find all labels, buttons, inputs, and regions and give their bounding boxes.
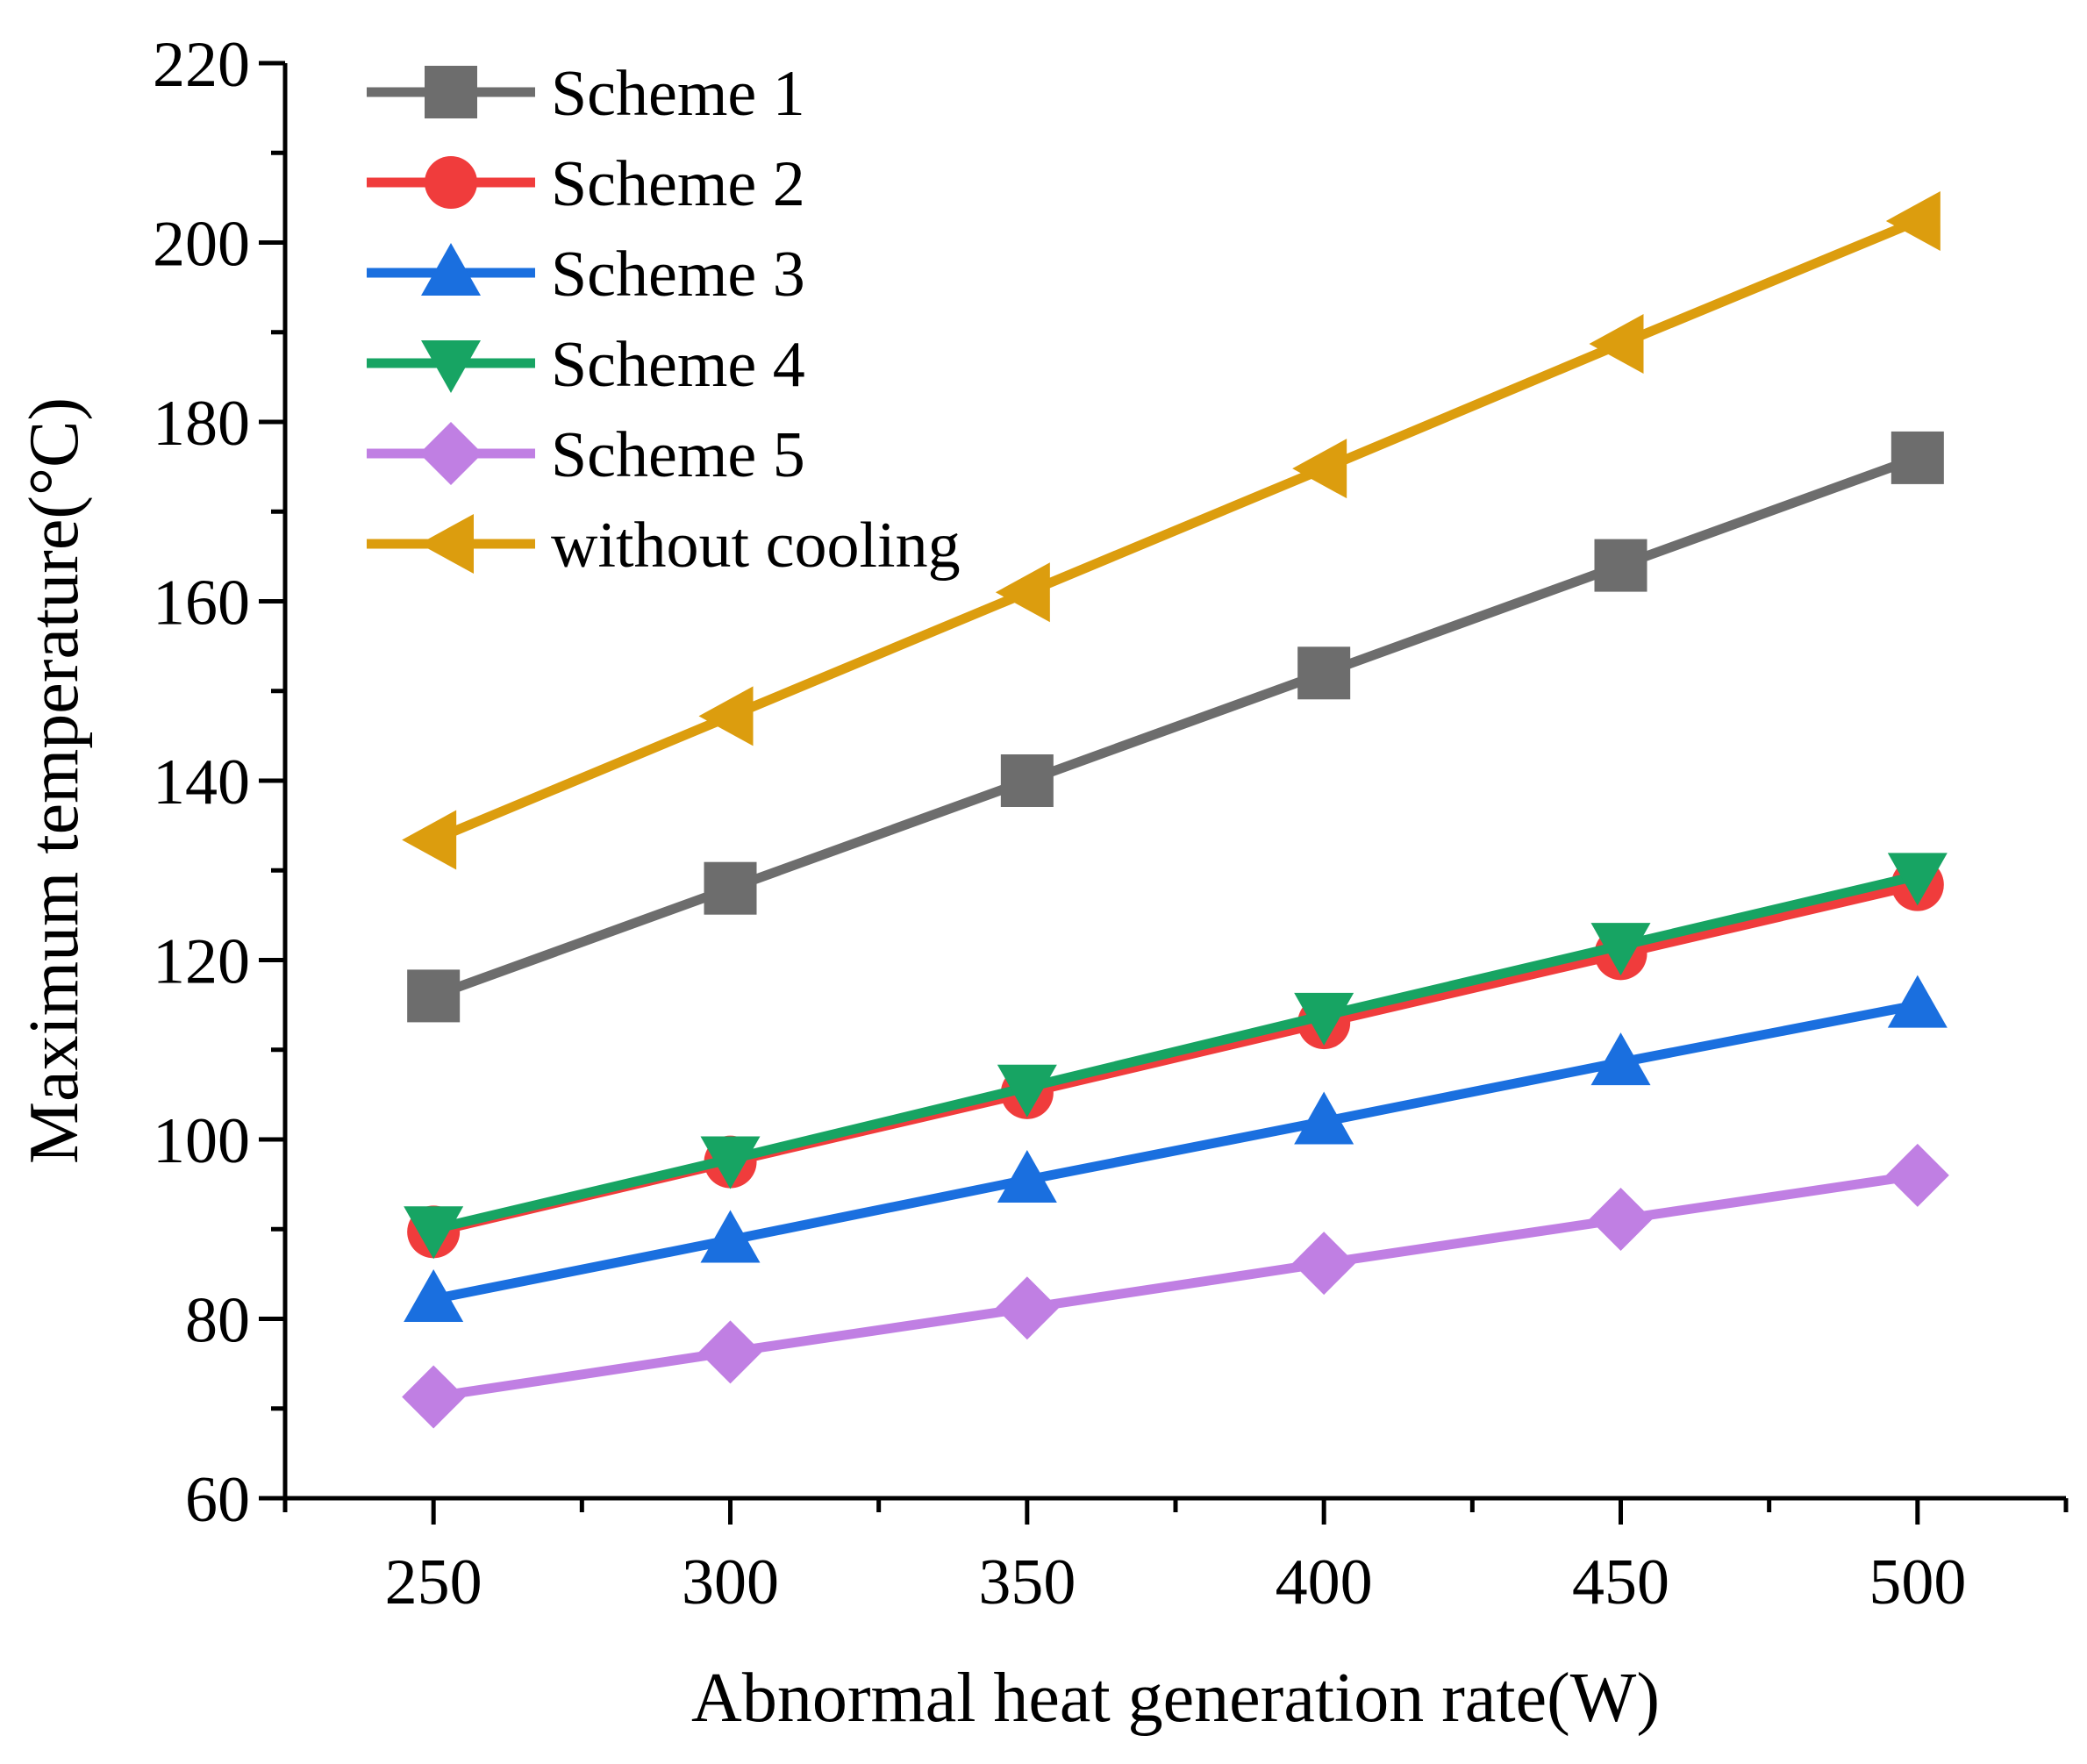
- diamond-marker: [1885, 1143, 1949, 1207]
- triangle-left-marker: [1292, 439, 1347, 499]
- triangle-down-marker: [1887, 853, 1948, 906]
- diamond-marker: [1589, 1188, 1653, 1252]
- diamond-marker: [995, 1276, 1059, 1340]
- y-tick-label: 80: [185, 1285, 250, 1357]
- y-tick-label: 120: [153, 926, 250, 998]
- x-tick-label: 400: [1276, 1546, 1373, 1618]
- legend-label: Scheme 5: [551, 419, 805, 491]
- triangle-up-marker: [404, 1269, 464, 1323]
- series-line: [432, 1170, 1919, 1402]
- series-scheme-5: [402, 1143, 1949, 1429]
- triangle-down-marker: [700, 1136, 761, 1189]
- triangle-left-marker: [1885, 190, 1940, 251]
- legend: Scheme 1 Scheme 2 Scheme 3 Scheme 4 Scheme 5…: [367, 58, 961, 582]
- x-tick-label: 250: [385, 1546, 482, 1618]
- square-marker: [1000, 754, 1054, 807]
- diamond-marker: [1292, 1232, 1356, 1296]
- triangle-down-marker: [1590, 923, 1651, 976]
- y-tick-label: 180: [153, 388, 250, 460]
- y-tick-label: 60: [185, 1464, 250, 1536]
- legend-item: Scheme 2: [367, 148, 805, 220]
- x-tick-label: 300: [682, 1546, 779, 1618]
- triangle-down-marker: [1294, 992, 1354, 1046]
- series-line: [432, 871, 1919, 1234]
- triangle-down-marker: [404, 1206, 464, 1260]
- legend-item: without cooling: [367, 510, 961, 582]
- square-marker: [1890, 431, 1944, 484]
- square-marker: [1297, 646, 1351, 700]
- triangle-down-marker: [421, 340, 481, 393]
- series-line: [432, 216, 1919, 845]
- series-scheme-4: [404, 853, 1948, 1260]
- x-tick-label: 500: [1869, 1546, 1966, 1618]
- square-marker: [1594, 539, 1647, 592]
- axes: 60 80 100 120 140 160 180 200 220 250 300 350 400 450…: [153, 29, 2069, 1618]
- x-tick-label: 450: [1572, 1546, 1669, 1618]
- triangle-up-marker: [421, 243, 481, 296]
- y-tick-label: 200: [153, 209, 250, 281]
- legend-item: Scheme 3: [367, 239, 805, 311]
- circle-marker: [425, 156, 477, 209]
- y-tick-label: 100: [153, 1105, 250, 1177]
- triangle-up-marker: [1887, 975, 1948, 1028]
- diamond-marker: [698, 1320, 762, 1384]
- y-tick-label: 160: [153, 568, 250, 639]
- triangle-left-marker: [1589, 314, 1644, 375]
- triangle-left-marker: [698, 686, 754, 746]
- triangle-left-marker: [995, 562, 1050, 623]
- diamond-marker: [402, 1365, 466, 1429]
- triangle-up-marker: [1590, 1032, 1651, 1086]
- legend-label: Scheme 2: [551, 148, 805, 220]
- legend-label: Scheme 1: [551, 58, 805, 130]
- square-marker: [704, 861, 757, 915]
- series-scheme-3: [404, 975, 1948, 1323]
- triangle-down-marker: [997, 1064, 1057, 1118]
- diamond-marker: [419, 422, 482, 485]
- y-axis-title: Maximum temperature(°C): [16, 397, 93, 1164]
- legend-item: Scheme 4: [367, 329, 805, 401]
- square-marker: [407, 969, 461, 1023]
- series-line: [432, 453, 1919, 1001]
- legend-item: Scheme 5: [367, 419, 805, 491]
- square-marker: [425, 66, 477, 118]
- triangle-up-marker: [997, 1150, 1057, 1203]
- triangle-up-marker: [1294, 1091, 1354, 1145]
- series-without-cooling: [402, 190, 1940, 870]
- triangle-left-marker: [419, 514, 474, 574]
- y-tick-label: 220: [153, 29, 250, 101]
- legend-label: Scheme 4: [551, 329, 805, 401]
- series-scheme-1: [407, 431, 1944, 1023]
- series-line: [432, 1000, 1919, 1304]
- triangle-up-marker: [700, 1210, 761, 1263]
- legend-item: Scheme 1: [367, 58, 805, 130]
- legend-label: without cooling: [551, 510, 961, 582]
- triangle-left-marker: [402, 810, 457, 870]
- x-tick-label: 350: [978, 1546, 1076, 1618]
- y-tick-label: 140: [153, 746, 250, 818]
- series-layer: [402, 190, 1949, 1429]
- legend-label: Scheme 3: [551, 239, 805, 311]
- x-axis-title: Abnormal heat generation rate(W): [691, 1660, 1660, 1737]
